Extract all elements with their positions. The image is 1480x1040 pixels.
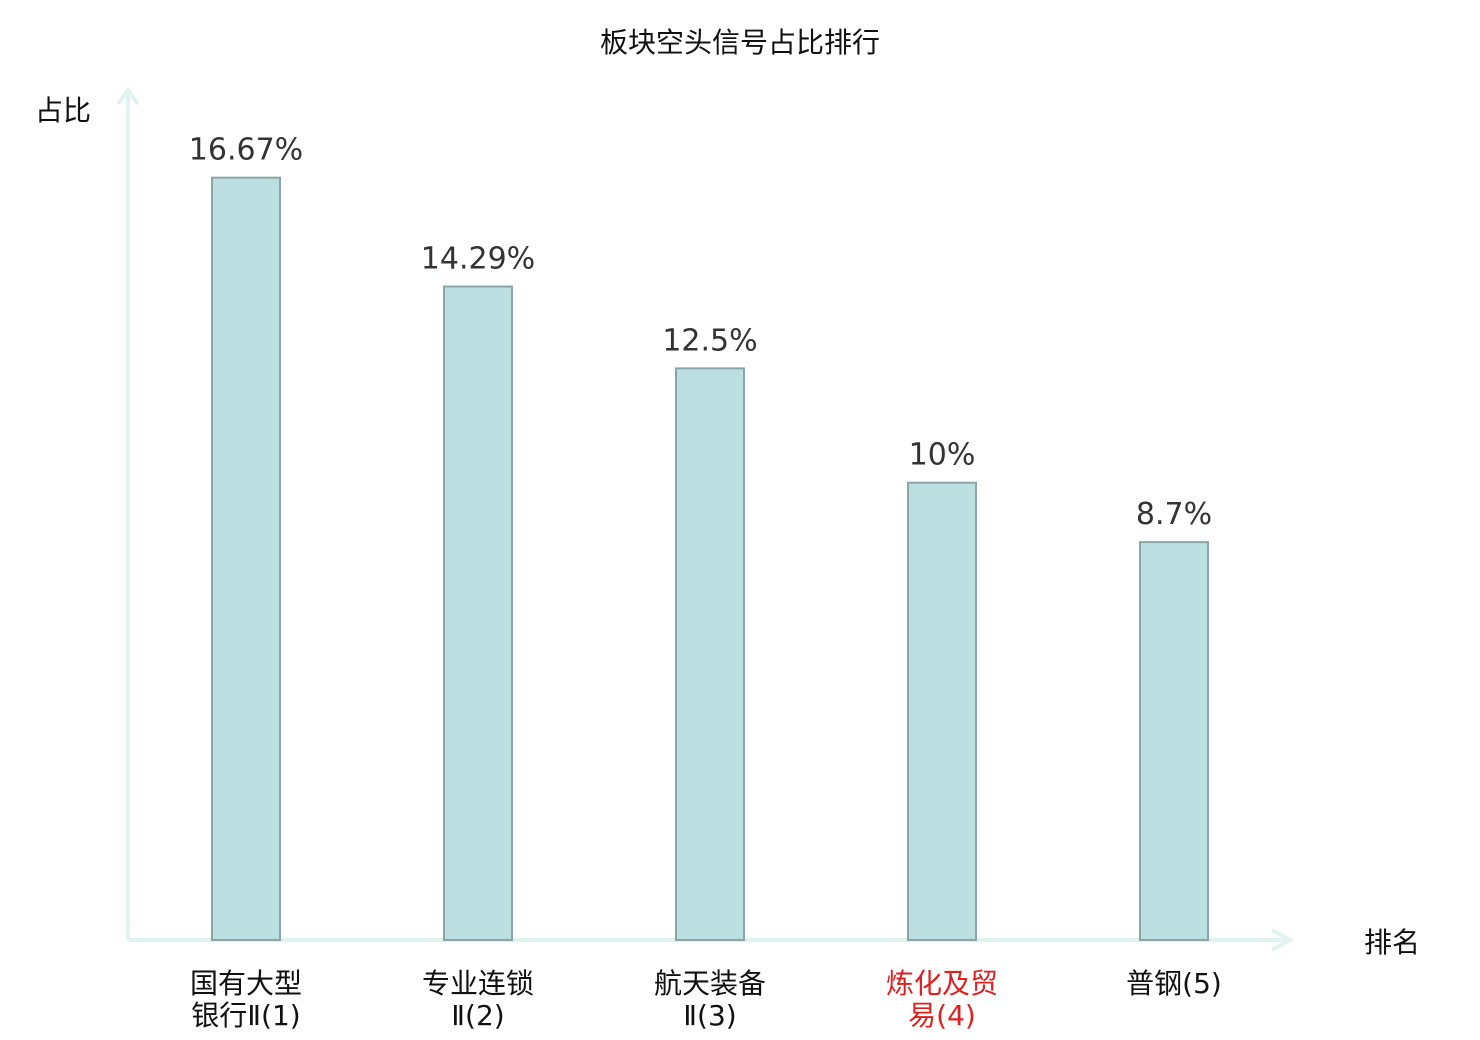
bar-1 (211, 176, 281, 941)
bars-group (211, 176, 1209, 942)
bar-4 (907, 481, 977, 941)
value-labels-group: 16.67% 14.29% 12.5% 10% 8.7% (189, 133, 1212, 532)
value-label-5: 8.7% (1136, 497, 1212, 532)
category-label-5-line1: 普钢(5) (1126, 967, 1222, 1000)
y-axis-arrow (116, 86, 140, 106)
value-label-2: 14.29% (421, 242, 535, 277)
category-label-3-line1: 航天装备 (654, 967, 766, 1000)
x-axis-label: 排名 (1364, 926, 1420, 959)
category-label-4-line1: 炼化及贸 (886, 967, 998, 1000)
y-axis-label: 占比 (35, 94, 91, 127)
value-label-4: 10% (909, 438, 976, 473)
value-label-3: 12.5% (662, 323, 757, 358)
category-label-2-line1: 专业连锁 (422, 967, 534, 1000)
chart-title: 板块空头信号占比排行 (600, 26, 880, 59)
category-label-2-line2: Ⅱ(2) (451, 999, 504, 1032)
x-axis-arrow (1271, 928, 1295, 952)
bar-5 (1139, 541, 1209, 942)
value-label-1: 16.67% (189, 133, 303, 168)
category-label-1-line1: 国有大型 (190, 967, 302, 1000)
bar-2 (443, 285, 513, 941)
bar-3 (675, 367, 745, 942)
category-label-3-line2: Ⅱ(3) (683, 999, 736, 1032)
category-label-1-line2: 银行Ⅱ(1) (191, 999, 300, 1032)
category-label-4-line2: 易(4) (908, 999, 976, 1032)
